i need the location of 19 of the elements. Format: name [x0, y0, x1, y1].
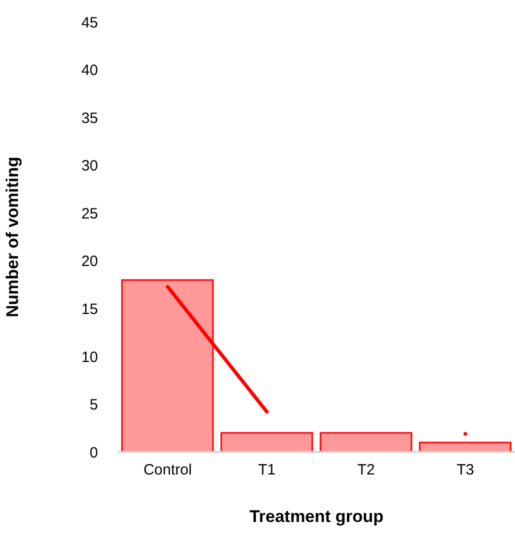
y-tick-label: 40 [81, 62, 98, 80]
bar [220, 432, 313, 452]
y-tick-label: 30 [81, 158, 98, 175]
x-axis-title: Treatment group [249, 507, 384, 526]
y-axis-title: Number of vomiting [3, 156, 22, 318]
x-tick-label: T3 [456, 462, 474, 479]
y-tick-label: 25 [81, 205, 98, 222]
x-tick-label: T2 [357, 462, 375, 479]
x-tick-label: Control [143, 462, 192, 479]
bar [418, 442, 512, 452]
bar [320, 432, 412, 452]
y-tick-label: 5 [90, 396, 98, 414]
y-tick-label: 10 [81, 348, 98, 366]
y-tick-label: 20 [81, 253, 98, 270]
y-tick-label: 0 [90, 444, 98, 462]
y-tick-label: 45 [81, 14, 98, 32]
y-tick-label: 15 [81, 300, 98, 318]
y-tick-label: 35 [81, 110, 98, 127]
x-tick-label: T1 [258, 462, 276, 479]
